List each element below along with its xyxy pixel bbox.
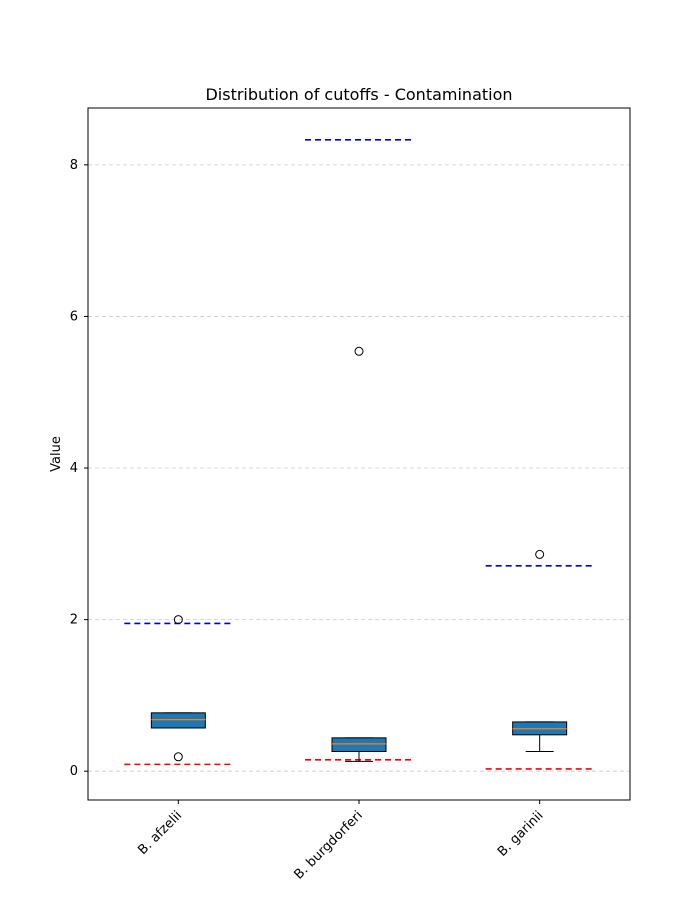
x-tick-label: B. burgdorferi — [291, 808, 365, 882]
outlier-point — [174, 753, 182, 761]
chart-title: Distribution of cutoffs - Contamination — [205, 85, 512, 104]
plot-area-frame — [88, 108, 630, 800]
y-tick-label: 8 — [70, 158, 78, 173]
y-tick-label: 6 — [70, 309, 78, 324]
x-tick-label: B. garinii — [495, 808, 546, 859]
x-tick-label: B. afzelii — [135, 808, 185, 858]
reference-lines — [124, 140, 593, 769]
y-tick-label: 2 — [70, 613, 78, 628]
outlier-point — [355, 347, 363, 355]
y-tick-label: 0 — [70, 764, 78, 779]
box-iqr — [332, 738, 386, 752]
grid-lines — [88, 165, 630, 771]
y-tick-label: 4 — [70, 461, 78, 476]
outlier-point — [536, 550, 544, 558]
box-iqr — [151, 713, 205, 728]
y-axis-label: Value — [49, 436, 64, 472]
axes: 0 2 4 6 8 B. afzelii B. burgdorferi B. garinii — [70, 158, 547, 883]
boxes — [151, 347, 566, 761]
